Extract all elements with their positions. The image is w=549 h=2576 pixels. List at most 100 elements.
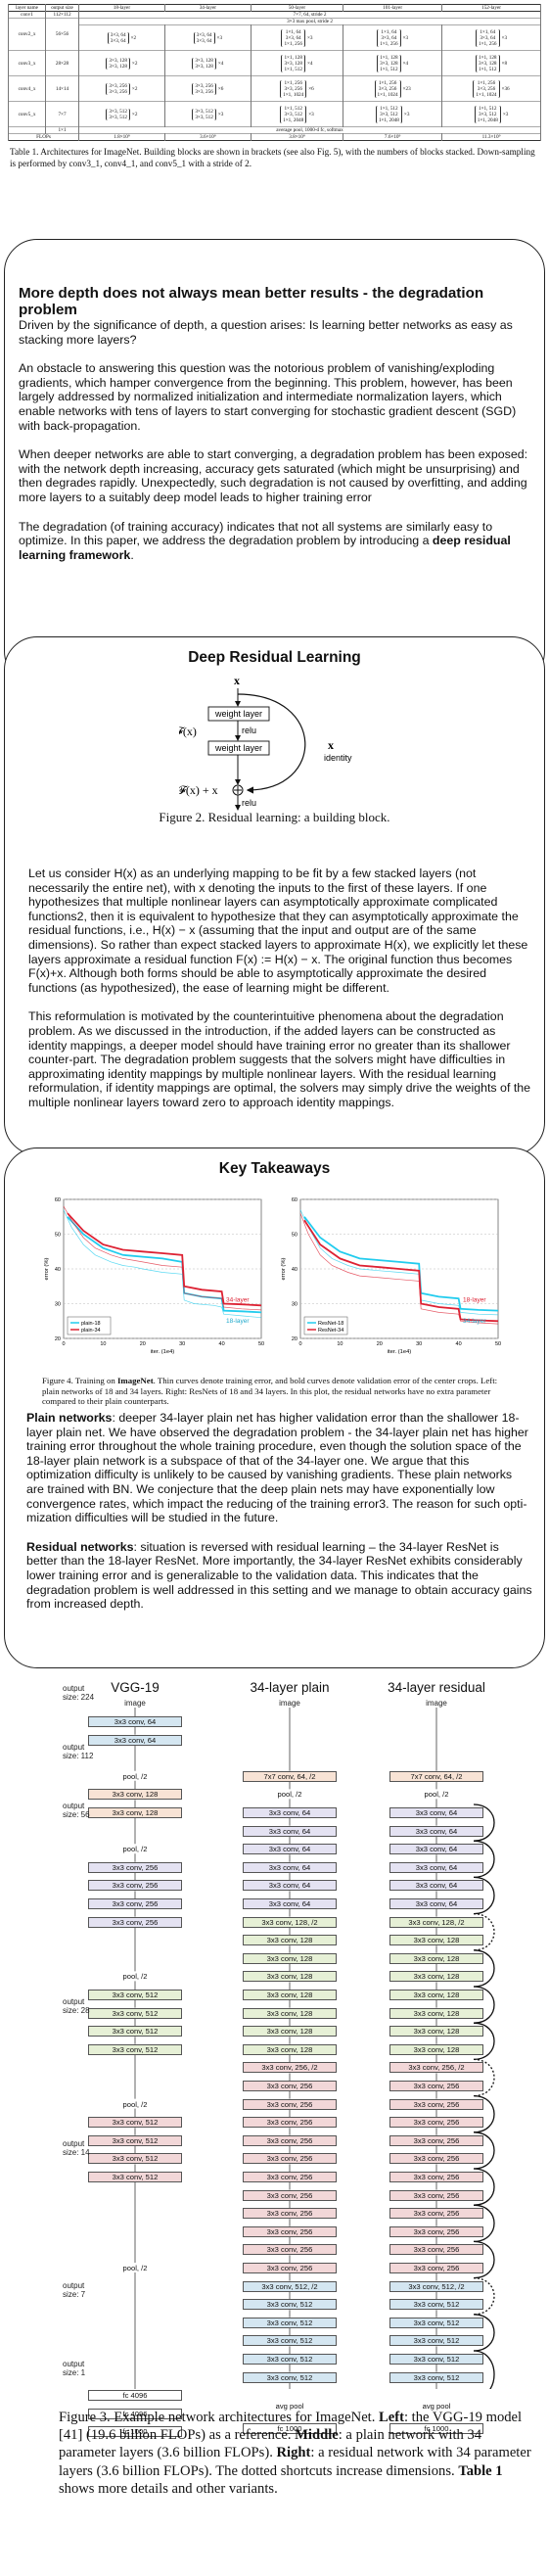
- layer-block: 3x3 conv, 512: [88, 2043, 182, 2055]
- table-row: conv1 112×112 7×7, 64, stride 2: [8, 11, 541, 19]
- layer-block: 3x3 conv, 128: [389, 2043, 483, 2055]
- x-tick-label: 20: [140, 1341, 146, 1347]
- layer-block: 3x3 conv, 256: [389, 2098, 483, 2110]
- th-layer-name: layer name: [8, 4, 46, 12]
- block-bracket: 1×1, 128 3×3, 128 1×1, 512: [377, 54, 401, 72]
- layer-block: 3x3 conv, 512: [243, 2371, 337, 2383]
- block-line: 3×3, 128: [195, 57, 213, 64]
- block-line: 3×3, 256: [109, 82, 127, 89]
- paragraph: This reformulation is motivated by the c…: [28, 1009, 531, 1109]
- cell-name: [8, 126, 46, 134]
- cell-block: 1×1, 256 3×3, 256 1×1, 1024 ×6: [250, 75, 344, 102]
- block-bracket: 3×3, 256 3×3, 256: [192, 82, 216, 95]
- x-axis-label: iter. (1e4): [151, 1349, 175, 1355]
- y-tick-label: 40: [55, 1267, 61, 1273]
- cell-block: 3×3, 256 3×3, 256 ×2: [78, 75, 165, 102]
- layer-block: 3x3 conv, 128: [389, 2007, 483, 2019]
- block-line: 1×1, 512: [380, 105, 398, 112]
- chart-panel: 20 30 40 50 60 0 10 20 30 40 50 iter. (1e4) error (%…: [44, 1197, 264, 1355]
- layer-block: 3x3 conv, 256, /2: [243, 2062, 337, 2074]
- block-bracket: 3×3, 256 3×3, 256: [106, 82, 130, 95]
- cell-block: 1×1, 512 3×3, 512 1×1, 2048 ×3: [250, 101, 344, 127]
- block-bracket: 1×1, 512 3×3, 512 1×1, 2048: [474, 105, 501, 123]
- section-title: More depth does not always mean better r…: [19, 285, 484, 318]
- th-34: 34-layer: [163, 4, 252, 12]
- layer-block: 3x3 conv, 128: [243, 2007, 337, 2019]
- th-50: 50-layer: [250, 4, 344, 12]
- layer-block: 3x3 conv, 256: [243, 2208, 337, 2220]
- size-text: size: 1: [63, 2368, 86, 2377]
- relu-label: relu: [242, 798, 256, 808]
- pool-label: pool, /2: [122, 1972, 148, 1982]
- layer-block: 3x3 conv, 128: [243, 1990, 337, 2000]
- key-takeaways-section: Key Takeaways 20 30 40 50 60 0 10 20 30 40 50 iter.…: [4, 1147, 545, 1668]
- block-multiplier: ×3: [402, 34, 409, 41]
- block-multiplier: ×3: [216, 34, 223, 41]
- layer-block: 3x3 conv, 128: [389, 1935, 483, 1946]
- train-curve-ResNet-18: [299, 1209, 499, 1316]
- y-axis-label: error (%): [44, 1258, 50, 1281]
- layer-block: 3x3 conv, 64: [389, 1844, 483, 1855]
- layer-block: 3x3 conv, 64: [243, 1880, 337, 1892]
- block-line: 3×3, 512: [109, 108, 127, 115]
- relu-label: relu: [242, 726, 256, 735]
- x-tick-label: 30: [416, 1341, 422, 1347]
- layer-block: 3x3 conv, 256: [243, 2134, 337, 2146]
- y-tick-label: 60: [55, 1197, 61, 1203]
- cell-block: 3×3, 512 3×3, 512 ×3: [163, 101, 252, 127]
- block-line: 1×1, 256: [479, 40, 497, 47]
- size-text: size: 28: [63, 2006, 90, 2015]
- emphasis: deep residual learning framework: [19, 534, 511, 562]
- image-label: image: [426, 1699, 447, 1708]
- layer-block: 3x3 conv, 256: [389, 2153, 483, 2165]
- block-line: 1×1, 512: [479, 66, 497, 72]
- output-text: output: [63, 2360, 85, 2368]
- section-title: Deep Residual Learning: [188, 649, 361, 666]
- output-text: output: [63, 2139, 85, 2148]
- paragraph: Driven by the significance of depth, a q…: [19, 318, 513, 347]
- emphasis: Right: [276, 2445, 311, 2461]
- architecture-table: layer name output size 18-layer 34-layer…: [8, 4, 541, 141]
- block-bracket: 3×3, 512 3×3, 512: [106, 108, 130, 120]
- output-text: output: [63, 1997, 85, 2006]
- curve-label: 34-layer: [226, 1297, 250, 1304]
- layer-block: 3x3 conv, 128: [389, 1990, 483, 2000]
- table-row: FLOPs 1.8×10⁹ 3.6×10⁹ 3.8×10⁹ 7.6×10⁹ 11.3×10…: [8, 133, 541, 141]
- cell-name: FLOPs: [8, 133, 79, 141]
- weight-layer-label: weight layer: [214, 709, 262, 719]
- layer-block: 3x3 conv, 512: [243, 2317, 337, 2328]
- layer-block: 3x3 conv, 256: [389, 2117, 483, 2129]
- size-text: size: 112: [63, 1752, 94, 1760]
- identity-shortcut: [473, 2022, 495, 2061]
- layer-block: 3x3 conv, 128: [88, 1789, 182, 1801]
- block-bracket: 1×1, 512 3×3, 512 1×1, 2048: [280, 105, 307, 123]
- cell-size: 1×1: [45, 126, 79, 134]
- layer-block: fc 4096: [88, 2390, 182, 2402]
- block-line: 1×1, 128: [284, 54, 302, 61]
- block-line: 3×3, 128: [479, 60, 497, 67]
- layer-block: 3x3 conv, 512: [88, 2117, 182, 2129]
- block-multiplier: ×23: [402, 85, 411, 92]
- cell-block: 3×3, 64 3×3, 64 ×3: [163, 24, 252, 51]
- layer-block: 3x3 conv, 128: [389, 2026, 483, 2037]
- block-multiplier: ×3: [501, 34, 508, 41]
- layer-block: 3x3 conv, 256: [389, 2263, 483, 2273]
- output-text: output: [63, 1802, 85, 1810]
- layer-block: 3x3 conv, 512, /2: [243, 2280, 337, 2292]
- x-tick-label: 40: [219, 1341, 225, 1347]
- block-line: 1×1, 512: [284, 105, 302, 112]
- pool-label: pool, /2: [122, 2099, 148, 2109]
- block-bracket: 3×3, 64 3×3, 64: [193, 31, 215, 44]
- text: Figure 4. Training on: [42, 1376, 117, 1385]
- text: .: [130, 547, 134, 562]
- layer-block: 3x3 conv, 64: [88, 1734, 182, 1746]
- block-multiplier: ×3: [217, 111, 224, 117]
- block-multiplier: ×4: [402, 60, 409, 67]
- layer-block: 7x7 conv, 64, /2: [243, 1770, 337, 1782]
- block-multiplier: ×2: [131, 111, 138, 117]
- y-tick-label: 30: [292, 1302, 297, 1308]
- cell-block: 3×3, 128 3×3, 128 ×4: [163, 50, 252, 76]
- layer-block: 3x3 conv, 128: [243, 2043, 337, 2055]
- input-x-label: x: [234, 675, 240, 687]
- block-line: 1×1, 256: [378, 79, 397, 86]
